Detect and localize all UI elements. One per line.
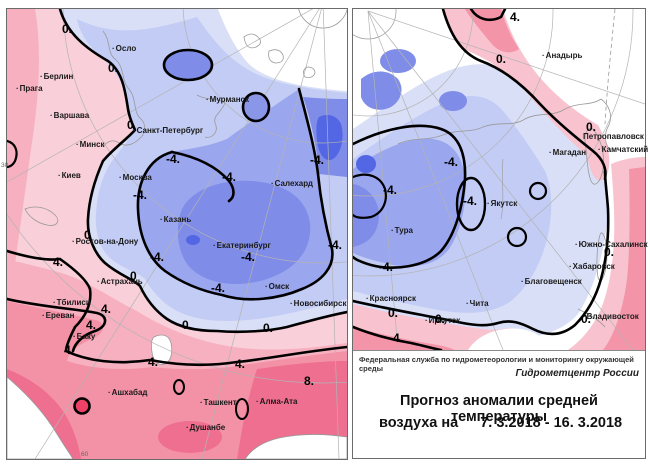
- east-fill-layer: [353, 9, 645, 350]
- forecast-title-line2-label: воздуха на: [379, 415, 459, 431]
- forecast-title-line1: Прогноз аномалии средней температуры: [400, 393, 598, 425]
- caption-box: Федеральная служба по гидрометеорологии …: [353, 350, 645, 458]
- org-name: Гидрометцентр России: [515, 368, 639, 379]
- east-map-svg: [353, 9, 645, 350]
- forecast-date-range: 7. 3.2018 - 16. 3.2018: [480, 415, 623, 431]
- forecast-title-line2: воздуха на 7. 3.2018 - 16. 3.2018: [379, 415, 640, 431]
- agency-line: Федеральная служба по гидрометеорологии …: [359, 355, 634, 373]
- east-contour-layer: [353, 9, 610, 350]
- west-coastline-layer: [24, 30, 316, 226]
- west-contour-layer: [5, 7, 349, 420]
- east-graticule-layer: [353, 9, 645, 350]
- map-panel-east: Федеральная служба по гидрометеорологии …: [352, 8, 646, 459]
